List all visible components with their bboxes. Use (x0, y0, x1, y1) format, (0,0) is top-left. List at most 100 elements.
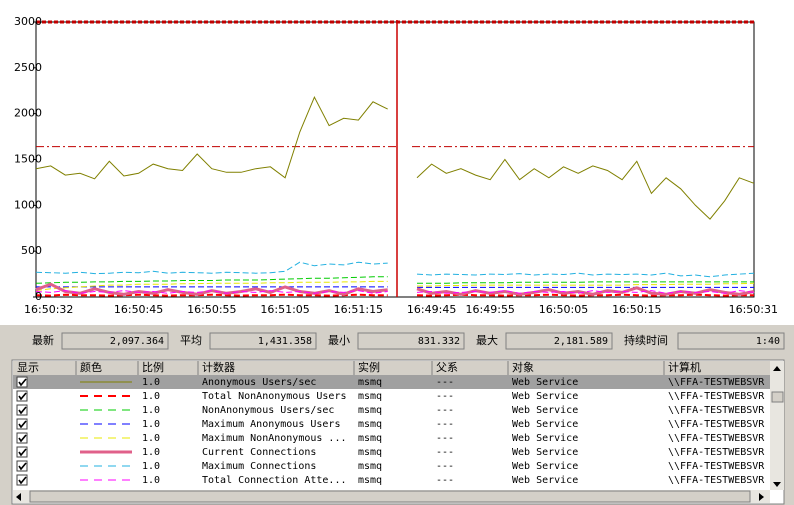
checkmark (18, 476, 27, 485)
cell-parent: --- (436, 433, 454, 444)
cell-computer: \\FFA-TESTWEBSVR (668, 405, 765, 416)
cell-computer: \\FFA-TESTWEBSVR (668, 461, 765, 472)
cell-parent: --- (436, 391, 454, 402)
cell-computer: \\FFA-TESTWEBSVR (668, 377, 765, 388)
scroll-arrow-left (16, 493, 21, 501)
column-header: 比例 (142, 360, 164, 374)
scroll-arrow-up (773, 366, 781, 371)
cell-instance: msmq (358, 391, 382, 402)
cell-scale: 1.0 (142, 475, 160, 486)
cell-parent: --- (436, 461, 454, 472)
cell-scale: 1.0 (142, 433, 160, 444)
checkbox[interactable] (16, 446, 28, 458)
cell-computer: \\FFA-TESTWEBSVR (668, 433, 765, 444)
cell-scale: 1.0 (142, 405, 160, 416)
vertical-scrollbar[interactable] (770, 361, 784, 490)
checkbox[interactable] (16, 418, 28, 430)
checkmark (18, 462, 27, 471)
cell-computer: \\FFA-TESTWEBSVR (668, 419, 765, 430)
x-tick-label: 16:49:55 (466, 303, 515, 316)
column-header: 显示 (17, 361, 39, 374)
stat-label: 平均 (180, 334, 202, 347)
cell-parent: --- (436, 405, 454, 416)
x-tick-label: 16:50:45 (114, 303, 163, 316)
checkbox[interactable] (16, 404, 28, 416)
cell-instance: msmq (358, 433, 382, 444)
stat-label: 最大 (476, 333, 498, 347)
checkmark (18, 448, 27, 457)
cell-name: NonAnonymous Users/sec (202, 405, 334, 416)
x-tick-label: 16:51:15 (334, 303, 383, 316)
stat-field (505, 332, 613, 350)
cell-object: Web Service (512, 391, 578, 402)
stat-value: 831.332 (418, 336, 460, 347)
cell-computer: \\FFA-TESTWEBSVR (668, 447, 765, 458)
y-tick-label: 2000 (14, 107, 42, 120)
x-tick-label: 16:51:05 (260, 303, 309, 316)
column-header: 实例 (358, 360, 380, 374)
checkbox[interactable] (16, 432, 28, 444)
plot (35, 96, 755, 297)
series-line (35, 293, 754, 297)
cell-name: Maximum NonAnonymous ... (202, 433, 347, 444)
stat-field (677, 332, 785, 350)
x-tick-label: 16:50:32 (24, 303, 73, 316)
checkbox[interactable] (16, 474, 28, 486)
y-tick-label: 500 (21, 244, 42, 257)
x-tick-label: 16:50:15 (612, 303, 661, 316)
y-tick-label: 1500 (14, 153, 42, 166)
cell-parent: --- (436, 447, 454, 458)
series-line (35, 280, 755, 292)
x-tick-label: 16:50:31 (729, 303, 778, 316)
y-tick-label: 0 (35, 290, 42, 303)
cell-name: Total Connection Atte... (202, 475, 347, 486)
series-line (35, 261, 755, 278)
checkmark (18, 434, 27, 443)
cell-parent: --- (436, 475, 454, 486)
stat-value: 1,431.358 (258, 336, 312, 347)
selected-row[interactable] (13, 375, 770, 389)
stat-field (357, 332, 465, 350)
plot-area (35, 21, 755, 298)
cell-name: Total NonAnonymous Users (202, 391, 347, 402)
stat-value: 2,181.589 (554, 336, 608, 347)
cell-name: Maximum Connections (202, 461, 316, 472)
series-line (36, 286, 754, 288)
cell-object: Web Service (512, 377, 578, 388)
x-tick-label: 16:50:55 (187, 303, 236, 316)
cell-scale: 1.0 (142, 419, 160, 430)
cell-object: Web Service (512, 405, 578, 416)
cell-instance: msmq (358, 475, 382, 486)
cell-scale: 1.0 (142, 461, 160, 472)
series-line (35, 290, 755, 294)
cell-object: Web Service (512, 461, 578, 472)
cell-instance: msmq (358, 405, 382, 416)
checkbox[interactable] (16, 460, 28, 472)
cell-scale: 1.0 (142, 377, 160, 388)
column-header: 计算机 (668, 360, 701, 374)
cell-instance: msmq (358, 447, 382, 458)
column-header: 对象 (512, 360, 534, 374)
h-scroll-thumb[interactable] (29, 490, 751, 503)
list-header (13, 361, 770, 375)
y-tick-label: 1000 (14, 198, 42, 211)
column-header: 计数器 (202, 361, 235, 374)
stat-label: 最小 (328, 334, 350, 347)
checkbox[interactable] (16, 376, 28, 388)
scroll-thumb[interactable] (771, 391, 784, 403)
cell-object: Web Service (512, 475, 578, 486)
cell-instance: msmq (358, 461, 382, 472)
checkmark (18, 420, 27, 429)
column-header: 颜色 (80, 360, 102, 374)
cell-computer: \\FFA-TESTWEBSVR (668, 475, 765, 486)
stat-field (209, 332, 317, 350)
cell-name: Anonymous Users/sec (202, 377, 316, 388)
stat-field (61, 332, 169, 350)
cell-instance: msmq (358, 419, 382, 430)
checkbox[interactable] (16, 390, 28, 402)
cell-parent: --- (436, 377, 454, 388)
cell-object: Web Service (512, 447, 578, 458)
stat-label: 最新 (32, 333, 54, 347)
cell-name: Maximum Anonymous Users (202, 419, 340, 430)
